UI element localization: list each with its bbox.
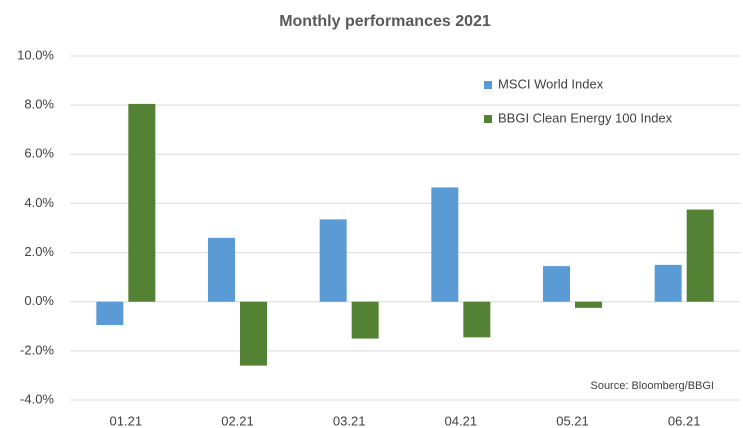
y-tick-label: 2.0% xyxy=(24,244,54,259)
bar xyxy=(431,187,459,302)
source-note: Source: Bloomberg/BBGI xyxy=(590,380,714,392)
x-tick-label: 04.21 xyxy=(445,413,478,428)
bar xyxy=(463,301,491,338)
x-tick-label: 02.21 xyxy=(221,413,254,428)
bar xyxy=(208,237,235,302)
bar xyxy=(128,103,156,302)
bar xyxy=(654,264,682,302)
y-tick-label: 0.0% xyxy=(24,293,54,308)
legend-label: MSCI World Index xyxy=(498,76,604,91)
y-tick-label: 4.0% xyxy=(24,195,54,210)
x-tick-label: 06.21 xyxy=(668,413,701,428)
bar xyxy=(96,301,124,326)
y-tick-label: -2.0% xyxy=(20,342,54,357)
chart-title: Monthly performances 2021 xyxy=(279,13,491,30)
x-tick-label: 01.21 xyxy=(110,413,143,428)
bar xyxy=(575,301,602,308)
legend-label: BBGI Clean Energy 100 Index xyxy=(498,110,673,125)
bar xyxy=(351,301,379,339)
bar xyxy=(319,219,347,302)
legend-swatch xyxy=(484,81,492,89)
y-tick-label: 8.0% xyxy=(24,97,54,112)
bar xyxy=(686,209,714,302)
y-tick-label: -4.0% xyxy=(20,391,54,406)
x-tick-label: 05.21 xyxy=(556,413,589,428)
legend-swatch xyxy=(484,115,492,123)
y-tick-label: 10.0% xyxy=(17,47,54,62)
bar xyxy=(543,266,570,302)
x-tick-label: 03.21 xyxy=(333,413,366,428)
bar xyxy=(240,301,267,366)
y-tick-label: 6.0% xyxy=(24,146,54,161)
